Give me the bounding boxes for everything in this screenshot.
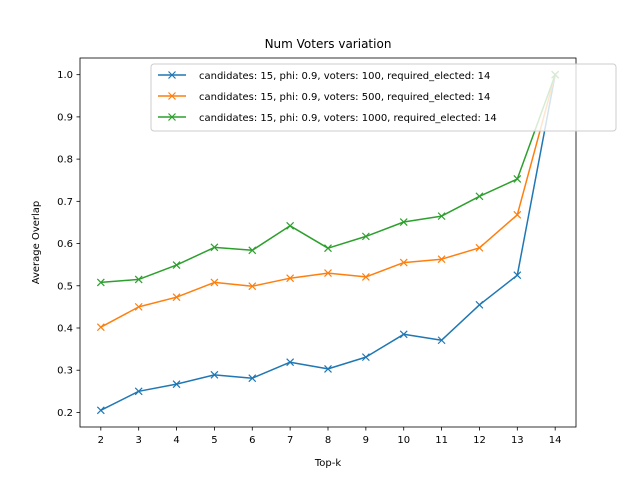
data-point xyxy=(248,374,257,383)
x-axis-title: Top-k xyxy=(314,458,341,469)
x-tick-label: 9 xyxy=(363,435,369,446)
data-point xyxy=(361,272,370,281)
y-tick-label: 0.4 xyxy=(57,323,73,334)
legend-marker xyxy=(168,113,176,121)
data-point xyxy=(361,353,370,362)
y-tick-label: 0.8 xyxy=(57,155,73,166)
data-point xyxy=(172,293,181,302)
data-point xyxy=(286,274,295,283)
x-tick-label: 4 xyxy=(173,435,179,446)
data-point xyxy=(513,210,522,219)
data-point xyxy=(399,218,408,226)
y-tick-label: 0.5 xyxy=(57,281,73,292)
data-point xyxy=(475,192,484,201)
x-tick-label: 3 xyxy=(135,435,141,446)
x-tick-label: 2 xyxy=(98,435,104,446)
data-point xyxy=(475,300,484,309)
data-point xyxy=(361,232,370,241)
x-tick-label: 10 xyxy=(397,435,410,446)
data-point xyxy=(286,358,295,367)
y-tick-label: 0.3 xyxy=(57,366,73,377)
legend-entry-3: candidates: 15, phi: 0.9, voters: 1000, … xyxy=(158,113,497,124)
legend-label: candidates: 15, phi: 0.9, voters: 100, r… xyxy=(199,71,490,82)
legend-entry-2: candidates: 15, phi: 0.9, voters: 500, r… xyxy=(158,92,490,103)
y-tick-label: 1.0 xyxy=(57,70,73,81)
x-tick-label: 5 xyxy=(211,435,217,446)
legend-marker xyxy=(168,92,176,100)
legend-label: candidates: 15, phi: 0.9, voters: 1000, … xyxy=(199,113,497,124)
data-point xyxy=(172,261,181,270)
data-point xyxy=(134,302,143,311)
data-point xyxy=(96,323,105,332)
x-tick-label: 8 xyxy=(325,435,331,446)
data-point xyxy=(210,243,219,252)
data-point xyxy=(248,282,257,291)
series-1 xyxy=(96,70,560,415)
data-point xyxy=(324,244,332,253)
data-point xyxy=(210,370,219,379)
data-point xyxy=(210,278,219,287)
plot-area xyxy=(96,70,560,415)
x-tick-label: 14 xyxy=(549,435,562,446)
data-point xyxy=(248,246,257,255)
data-point xyxy=(437,255,446,264)
series-2 xyxy=(96,70,560,332)
x-tick-label: 6 xyxy=(249,435,255,446)
x-tick-label: 12 xyxy=(473,435,486,446)
data-point xyxy=(399,330,408,339)
data-point xyxy=(286,221,295,230)
data-point xyxy=(513,175,522,183)
data-point xyxy=(399,258,408,267)
y-tick-label: 0.9 xyxy=(57,112,73,123)
data-point xyxy=(324,269,332,278)
x-tick-label: 7 xyxy=(287,435,293,446)
data-point xyxy=(172,380,181,389)
x-tick-label: 13 xyxy=(511,435,524,446)
data-point xyxy=(437,336,446,345)
y-tick-label: 0.6 xyxy=(57,239,73,250)
legend-entry-1: candidates: 15, phi: 0.9, voters: 100, r… xyxy=(158,71,490,82)
data-point xyxy=(134,275,143,284)
x-tick-label: 11 xyxy=(435,435,448,446)
data-point xyxy=(134,387,143,396)
legend: candidates: 15, phi: 0.9, voters: 100, r… xyxy=(150,63,617,132)
data-point xyxy=(324,365,332,373)
data-point xyxy=(513,271,522,280)
axes: 2 3 4 5 6 7 8 9 10 11 12 13 14 0.2 0.3 0.4 0.5 0.6 0.7 0.8 0… xyxy=(57,70,561,446)
legend-label: candidates: 15, phi: 0.9, voters: 500, r… xyxy=(199,92,490,103)
y-axis-title: Average Overlap xyxy=(31,201,42,285)
y-tick-label: 0.7 xyxy=(57,197,73,208)
data-point xyxy=(96,406,105,415)
chart-title: Num Voters variation xyxy=(265,37,392,51)
data-point xyxy=(475,243,484,252)
data-point xyxy=(437,212,446,221)
data-point xyxy=(96,278,105,287)
legend-marker xyxy=(168,71,176,79)
legend-box xyxy=(150,63,617,132)
y-tick-label: 0.2 xyxy=(57,408,73,419)
